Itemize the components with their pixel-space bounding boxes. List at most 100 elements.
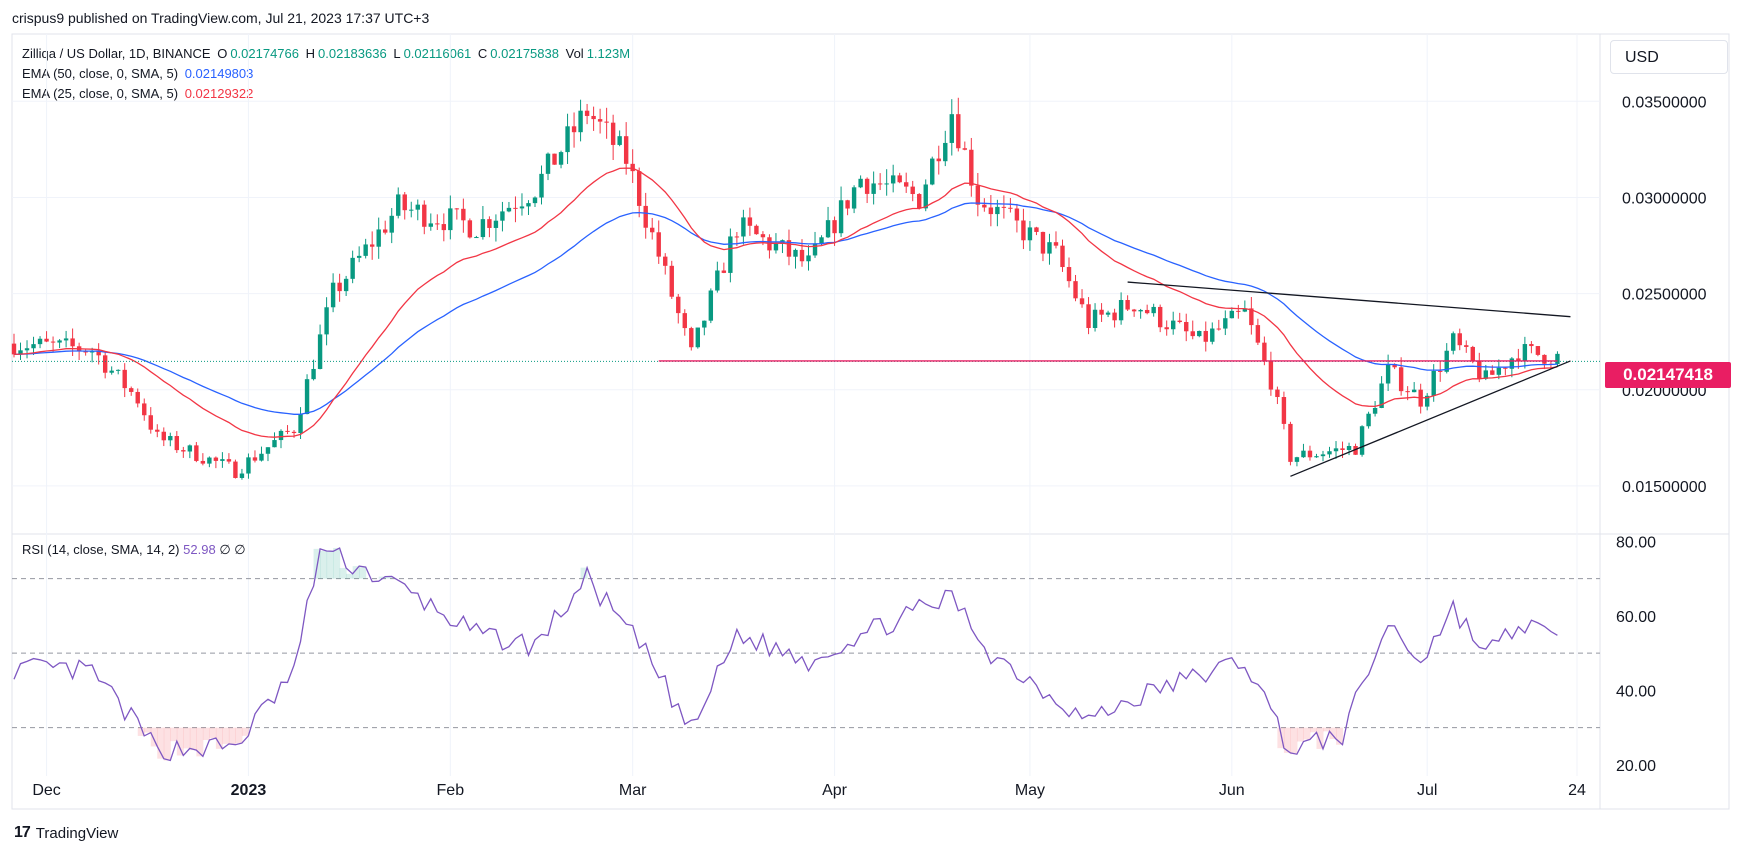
candle-body (1092, 309, 1098, 329)
rsi-oversold-fill (241, 727, 249, 736)
candle-body (1327, 451, 1332, 455)
candle-body (1275, 389, 1280, 398)
legend-ohlc: O 0.02174766 H 0.02183636 L 0.02116061 C 0.0… (217, 46, 633, 61)
candle-body (630, 163, 635, 172)
legend-symbol[interactable]: Zilliqa / US Dollar, 1D, BINANCE (22, 46, 211, 61)
candle-body (571, 126, 577, 133)
rsi-oversold-fill (1296, 727, 1304, 742)
legend-low-value: 0.02116061 (403, 46, 472, 61)
candle-body (168, 436, 173, 441)
ema25-line[interactable] (13, 167, 1558, 438)
candle-body (500, 211, 505, 221)
candle-body (1021, 220, 1026, 241)
candles[interactable] (11, 97, 1560, 480)
candle-body (441, 224, 447, 231)
rsi-oversold-fill (1283, 727, 1291, 753)
grid (12, 34, 1600, 776)
candle-body (207, 457, 212, 464)
candle-body (584, 110, 590, 116)
candle-body (513, 207, 518, 209)
rsi-overbought-fill (326, 551, 334, 579)
legend-ema50-row[interactable]: EMA (50, close, 0, SMA, 5) 0.02149803 (22, 64, 636, 84)
candle-body (1157, 306, 1163, 328)
candle-body (1053, 242, 1059, 246)
candle-body (806, 255, 811, 262)
candle-body (1288, 423, 1293, 462)
candle-body (793, 249, 798, 257)
rsi-line[interactable] (13, 547, 1558, 762)
candle-body (676, 296, 681, 314)
candle-body (1542, 354, 1547, 364)
candle-body (1144, 309, 1150, 314)
rsi-oversold-fill (163, 727, 171, 761)
rsi-legend-label: RSI (14, close, SMA, 14, 2) (22, 542, 180, 557)
candle-body (96, 350, 101, 356)
price-tick-label: 0.03500000 (1622, 94, 1707, 111)
rsi-overbought-fill (352, 566, 360, 579)
candle-body (239, 473, 245, 478)
candle-body (194, 445, 199, 461)
candle-body (1047, 242, 1052, 254)
rsi-legend[interactable]: RSI (14, close, SMA, 14, 2) 52.98 ∅ ∅ (22, 542, 246, 558)
candle-body (877, 183, 883, 185)
rsi-oversold-fill (183, 727, 191, 749)
candle-body (83, 351, 88, 353)
candle-body (956, 114, 961, 149)
candle-body (747, 217, 753, 226)
rsi-overbought-fill (339, 567, 347, 579)
candle-body (461, 208, 466, 221)
rsi-overbought-fill (378, 576, 386, 579)
rsi-oversold-fill (222, 727, 230, 744)
candle-body (1262, 342, 1267, 361)
candle-body (890, 175, 896, 184)
trendline-lower[interactable] (1290, 360, 1571, 477)
legend-close-value: 0.02175838 (490, 46, 559, 61)
candle-body (1385, 363, 1391, 384)
rsi-oversold-fill (209, 727, 217, 739)
candle-body (317, 334, 323, 369)
candle-body (356, 255, 362, 258)
candle-body (24, 348, 30, 351)
candle-body (1027, 227, 1033, 241)
rsi-axis-labels[interactable]: 80.00 60.00 40.00 20.00 (1616, 534, 1656, 774)
candle-body (220, 459, 225, 461)
currency-button[interactable]: USD (1610, 40, 1728, 74)
rsi-fills (137, 547, 1344, 761)
candle-body (682, 313, 687, 329)
legend-ema25-row[interactable]: EMA (25, close, 0, SMA, 5) 0.02129322 (22, 84, 636, 104)
rsi-oversold-fill (1316, 727, 1324, 749)
candle-body (1477, 361, 1482, 379)
candle-body (825, 220, 831, 238)
candle-body (337, 282, 342, 292)
candle-body (115, 369, 121, 371)
time-axis-labels[interactable]: Dec 2023 Feb Mar Apr May Jun Jul 24 (32, 782, 1586, 799)
candle-body (988, 207, 994, 215)
candle-body (773, 243, 779, 251)
rsi-oversold-fill (144, 727, 152, 733)
candle-body (1490, 370, 1495, 375)
candle-body (1125, 300, 1130, 310)
trendline-upper[interactable] (1127, 281, 1571, 318)
candle-body (799, 249, 805, 262)
candle-body (786, 240, 792, 257)
candle-body (754, 225, 759, 235)
rsi-oversold-fill (170, 727, 178, 742)
ema50-line[interactable] (13, 202, 1558, 415)
price-axis-labels[interactable]: 0.035000000.030000000.025000000.02000000… (1622, 94, 1707, 496)
candle-body (1496, 367, 1502, 375)
candle-body (506, 207, 512, 212)
candle-body (884, 183, 889, 185)
candle-body (741, 217, 746, 237)
candle-body (871, 183, 876, 194)
rsi-oversold-fill (1303, 727, 1311, 740)
tradingview-footer[interactable]: 17 TradingView (14, 824, 118, 842)
candle-body (845, 200, 850, 209)
candle-body (1457, 333, 1462, 346)
rsi-overbought-fill (346, 573, 354, 579)
candle-body (1522, 344, 1528, 362)
rsi-oversold-fill (202, 727, 210, 740)
candle-body (1236, 310, 1241, 312)
candle-body (539, 173, 544, 198)
candle-body (1392, 363, 1397, 368)
